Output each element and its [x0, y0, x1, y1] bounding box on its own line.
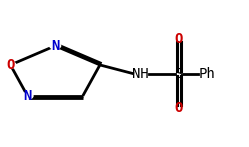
Text: N: N: [51, 39, 59, 53]
Text: O: O: [175, 101, 183, 115]
Text: O: O: [6, 58, 15, 72]
Text: Ph: Ph: [199, 66, 216, 81]
Circle shape: [50, 43, 61, 49]
Circle shape: [5, 62, 16, 68]
Text: NH: NH: [132, 66, 149, 81]
Text: O: O: [175, 32, 183, 46]
Circle shape: [22, 93, 33, 99]
Text: S: S: [175, 66, 183, 81]
Text: N: N: [23, 89, 32, 103]
